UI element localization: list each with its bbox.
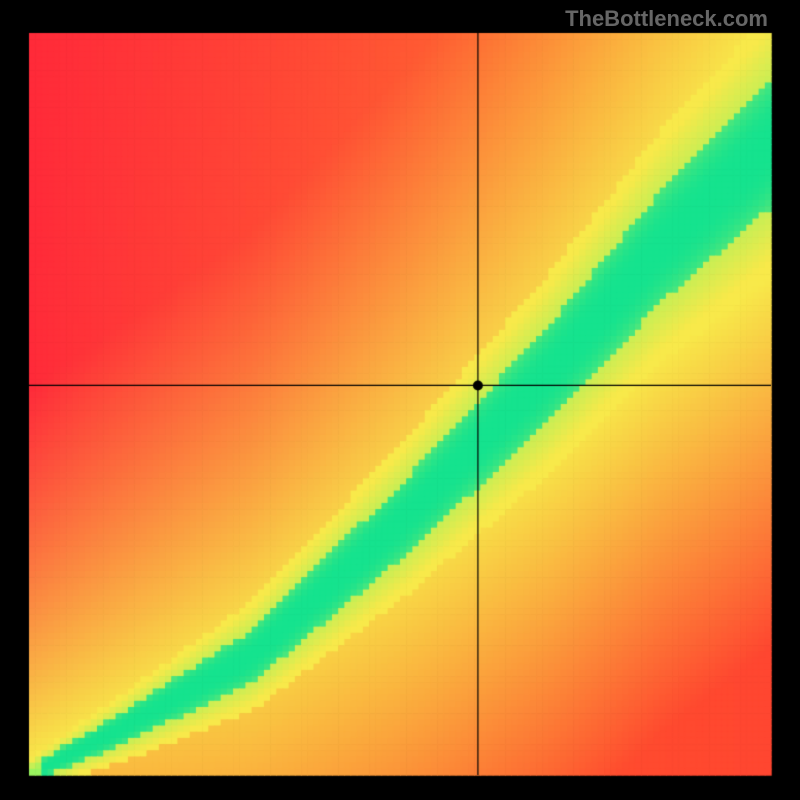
watermark-text: TheBottleneck.com xyxy=(565,6,768,32)
heatmap-canvas xyxy=(0,0,800,800)
chart-container: TheBottleneck.com xyxy=(0,0,800,800)
